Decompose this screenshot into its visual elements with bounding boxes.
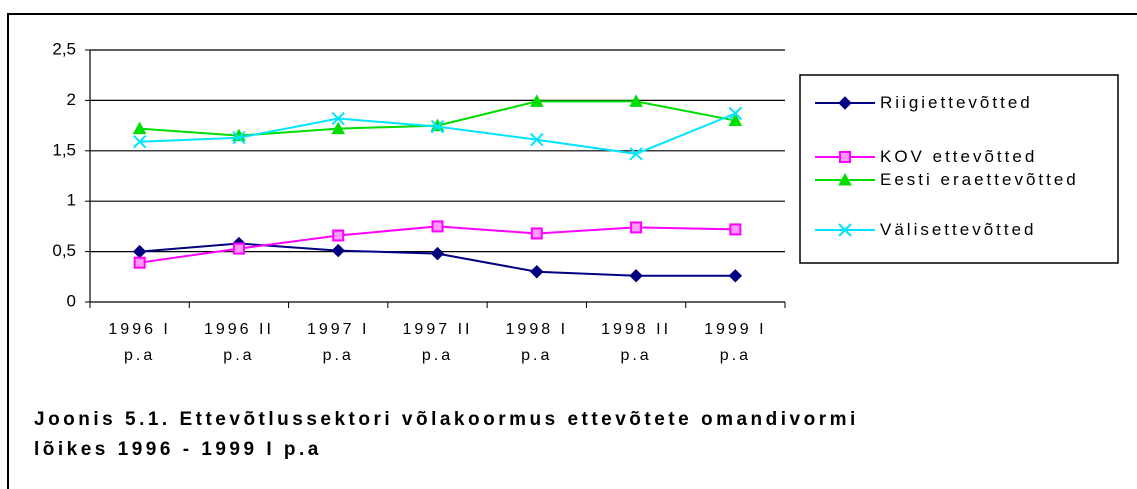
marker [838, 172, 852, 186]
marker [430, 119, 445, 134]
marker [729, 223, 742, 236]
y-tick-label: 1 [67, 191, 76, 210]
legend-label: KOV ettevõtted [880, 147, 1038, 166]
marker [728, 113, 743, 127]
marker [132, 244, 147, 259]
legend-label: Välisettevõtted [880, 220, 1037, 239]
x-tick-label: 1999 I p.a [704, 321, 767, 364]
y-tick-label: 2 [67, 90, 76, 109]
legend-label: Eesti eraettevõtted [880, 170, 1079, 189]
marker [630, 221, 643, 234]
x-tick-label: 1996 II p.a [203, 321, 274, 364]
y-tick-label: 0,5 [52, 241, 76, 260]
marker [232, 242, 245, 255]
marker [530, 265, 544, 279]
marker [530, 227, 543, 240]
marker [332, 229, 345, 242]
x-tick-label: 1998 II p.a [601, 321, 672, 364]
y-tick-label: 1,5 [52, 140, 76, 159]
marker [629, 94, 643, 107]
marker [133, 256, 146, 269]
marker [728, 106, 743, 121]
marker [839, 151, 851, 163]
frame [7, 13, 1137, 489]
x-tick-label: 1998 I p.a [505, 321, 569, 364]
x-tick-label: 1997 I p.a [306, 321, 370, 364]
marker [132, 135, 147, 149]
marker [838, 96, 852, 110]
marker [629, 269, 643, 283]
legend-label: Riigiettevõtted [880, 93, 1033, 112]
marker [838, 223, 852, 237]
y-tick-label: 0 [67, 291, 76, 310]
chart-title: Joonis 5.1. Ettevõtlussektori võlakoormu… [34, 409, 859, 460]
marker [530, 133, 544, 147]
marker [629, 147, 643, 161]
marker [430, 246, 445, 261]
marker [431, 220, 444, 233]
x-tick-label: 1997 II p.a [402, 321, 473, 364]
marker [132, 121, 147, 135]
marker [232, 130, 246, 145]
y-tick-label: 2,5 [52, 39, 76, 58]
marker [331, 121, 346, 135]
marker [331, 243, 345, 258]
marker [728, 269, 743, 283]
marker [529, 94, 544, 107]
legend-box [799, 74, 1119, 264]
marker [331, 111, 345, 126]
x-tick-label: 1996 I p.a [108, 321, 171, 364]
